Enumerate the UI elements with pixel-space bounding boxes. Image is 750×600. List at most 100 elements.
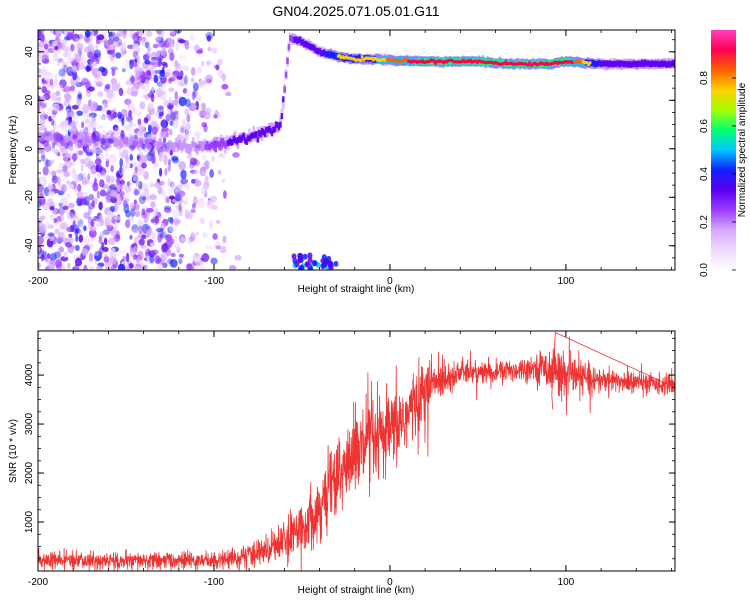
heatmap-noise-cell [205, 31, 214, 40]
heatmap-ridge-cell [439, 59, 443, 63]
heatmap-noise-cell [119, 183, 127, 189]
heatmap-ridge-cell [360, 55, 364, 59]
heatmap-noise-cell [53, 251, 62, 259]
heatmap-ridge-cell [567, 60, 571, 64]
heatmap-noise-cell [102, 229, 111, 236]
heatmap-ridge-cell [63, 136, 67, 147]
heatmap-noise-cell [205, 245, 214, 251]
heatmap-noise-cell [221, 73, 226, 82]
heatmap-noise-cell [134, 263, 142, 270]
heatmap-noise-cell [204, 160, 210, 170]
heatmap-noise-cell [50, 30, 54, 34]
heatmap-ridge-cell [373, 56, 377, 60]
heatmap-ridge-cell [315, 47, 319, 54]
heatmap-noise-cell [160, 69, 166, 78]
heatmap-noise-cell [99, 114, 105, 121]
heatmap-noise-cell [121, 117, 125, 126]
heatmap-noise-cell [122, 136, 129, 145]
heatmap-ridge-cell [540, 61, 544, 65]
heatmap-noise-cell [122, 255, 126, 262]
heatmap-ridge-cell [212, 144, 216, 151]
heatmap-noise-cell [155, 30, 164, 35]
heatmap-ridge-cell [51, 134, 54, 145]
heatmap-noise-cell [142, 53, 149, 61]
heatmap-noise-cell [127, 99, 131, 109]
heatmap-ridge-cell [525, 63, 529, 67]
heatmap-ridge-cell [153, 137, 157, 148]
heatmap-noise-cell [152, 61, 159, 68]
heatmap-noise-cell [118, 190, 125, 196]
heatmap-noise-cell [40, 123, 45, 131]
heatmap-ridge-cell [474, 59, 478, 63]
heatmap-noise-cell [50, 118, 55, 126]
heatmap-noise-cell [132, 229, 140, 234]
heatmap-noise-cell [144, 182, 148, 193]
heatmap-ridge-cell [433, 58, 437, 65]
heatmap-ridge-cell [505, 62, 509, 66]
heatmap-noise-cell [45, 158, 49, 167]
heatmap-noise-cell [101, 241, 105, 251]
heatmap-noise-cell [124, 219, 131, 229]
heatmap-ridge-cell [210, 141, 213, 148]
heatmap-ridge-cell [184, 142, 188, 153]
heatmap-noise-cell [108, 153, 117, 163]
heatmap-noise-cell [42, 180, 47, 188]
heatmap-noise-cell [69, 85, 76, 92]
heatmap-noise-cell [76, 110, 84, 117]
heatmap-noise-cell [163, 230, 167, 237]
heatmap-ridge-cell [370, 56, 374, 60]
heatmap-noise-cell [82, 138, 88, 147]
heatmap-noise-cell [95, 164, 103, 173]
heatmap-noise-cell [203, 111, 211, 120]
heatmap-ridge-cell [647, 60, 651, 67]
colorbar-ticks: 0.0 0.2 0.4 0.6 0.8 [699, 71, 736, 277]
heatmap-ridge-cell [193, 141, 196, 152]
heatmap-ridge-cell [338, 54, 341, 58]
heatmap-noise-cell [86, 194, 94, 203]
heatmap-noise-cell [130, 75, 136, 85]
heatmap-noise-cell [112, 107, 117, 113]
heatmap-noise-cell [52, 139, 57, 146]
heatmap-noise-cell [110, 77, 118, 85]
heatmap-ridge-cell [438, 59, 441, 63]
heatmap-noise-cell [164, 167, 168, 176]
heatmap-noise-cell [167, 217, 174, 223]
heatmap-noise-cell [94, 158, 102, 166]
heatmap-noise-cell [190, 77, 195, 82]
heatmap-ridge-cell [265, 128, 268, 139]
heatmap-noise-cell [111, 263, 117, 270]
heatmap-noise-cell [107, 39, 116, 45]
heatmap-ridge-cell [656, 60, 660, 67]
heatmap-ridge-cell [604, 60, 607, 67]
heatmap-ridge-cell [45, 133, 49, 144]
heatmap-ridge-cell [248, 135, 251, 142]
heatmap-noise-cell [61, 64, 67, 70]
heatmap-noise-cell [82, 196, 87, 205]
heatmap-noise-cell [199, 166, 207, 177]
heatmap-noise-cell [58, 202, 63, 207]
heatmap-ridge-cell [533, 61, 537, 65]
heatmap-ridge-cell [484, 60, 488, 64]
heatmap-noise-cell [85, 65, 91, 73]
heatmap-ridge-cell [442, 57, 446, 64]
heatmap-ridge-cell [110, 133, 113, 144]
heatmap-noise-cell [59, 59, 66, 65]
colorbar-tick-label: 0.2 [699, 215, 710, 229]
heatmap-ridge-cell [236, 139, 240, 150]
heatmap-ridge-cell [507, 62, 510, 66]
heatmap-ridge-cell [357, 54, 361, 61]
heatmap-ridge-cell [511, 62, 515, 66]
heatmap-noise-cell [92, 181, 99, 192]
heatmap-ridge-cell [646, 60, 650, 67]
heatmap-noise-cell [149, 118, 158, 127]
snr-series-line [38, 331, 675, 571]
heatmap-ridge-cell [546, 62, 550, 66]
heatmap-noise-cell [38, 200, 42, 208]
heatmap-noise-cell [203, 75, 210, 85]
heatmap-ridge-cell [66, 136, 70, 147]
heatmap-noise-cell [62, 205, 69, 211]
heatmap-ridge-cell [165, 142, 168, 153]
heatmap-ridge-cell [79, 132, 82, 143]
heatmap-noise-cell [39, 118, 46, 125]
y-tick-label: -20 [24, 190, 35, 205]
